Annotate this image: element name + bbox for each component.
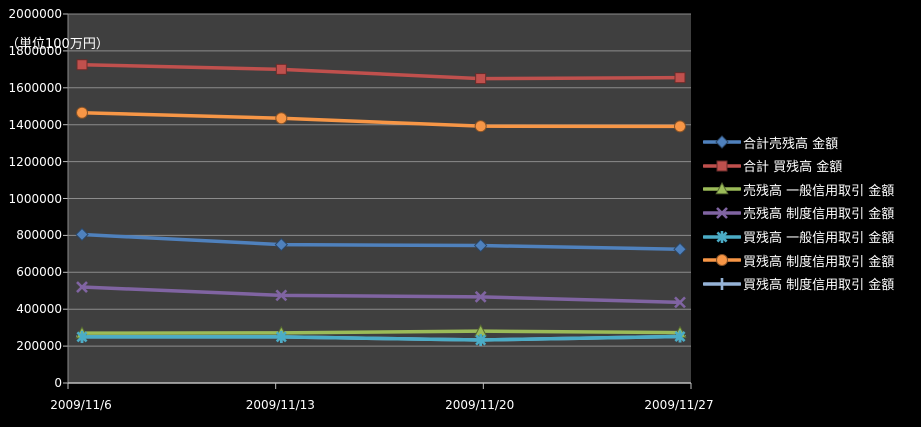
marker-square xyxy=(716,160,728,172)
legend-item: 合計売残高 金額 xyxy=(703,130,838,154)
legend-item: 売残高 一般信用取引 金額 xyxy=(703,177,894,201)
legend-item: 売残高 制度信用取引 金額 xyxy=(703,201,894,225)
legend-item-label: 売残高 制度信用取引 金額 xyxy=(743,207,895,223)
marker-x xyxy=(76,281,88,293)
y-axis-tick-label: 1800000 xyxy=(8,43,62,58)
legend-item-label: 合計売残高 金額 xyxy=(743,136,839,152)
series-line xyxy=(80,62,682,81)
y-axis-tick-label: 1000000 xyxy=(8,191,62,206)
y-axis-tick-label: 200000 xyxy=(16,339,62,354)
marker-circle xyxy=(716,254,728,267)
marker-x xyxy=(716,207,728,219)
y-axis-tick-label: 1400000 xyxy=(8,117,62,132)
marker-x xyxy=(275,289,288,302)
series-line xyxy=(80,110,682,129)
legend-marker-x-icon xyxy=(703,207,741,219)
y-axis-tick-label: 400000 xyxy=(16,302,62,317)
y-axis-tick-label: 1200000 xyxy=(8,154,62,169)
x-axis-tick-label: 2009/11/13 xyxy=(245,398,315,412)
y-axis-unit-label: （単位100万円） xyxy=(6,37,109,52)
legend-item: 買残高 一般信用取引 金額 xyxy=(703,225,894,249)
series-line xyxy=(80,334,682,342)
legend-marker-square-icon xyxy=(703,160,741,172)
y-axis-tick-label: 1600000 xyxy=(8,80,62,95)
y-axis-tick-label: 600000 xyxy=(16,265,62,280)
series-line xyxy=(80,285,682,305)
marker-diamond xyxy=(75,227,89,242)
x-axis-tick-label: 2009/11/20 xyxy=(445,398,515,412)
series-line xyxy=(80,329,682,335)
legend-item-label: 売残高 一般信用取引 金額 xyxy=(743,183,895,199)
marker-circle xyxy=(674,120,686,133)
legend-item-label: 買残高 制度信用取引 金額 xyxy=(743,278,895,294)
marker-diamond xyxy=(673,242,687,256)
x-axis-tick-label: 2009/11/27 xyxy=(644,398,714,412)
y-axis-tick-label: 0 xyxy=(54,376,62,390)
legend-item-label: 買残高 制度信用取引 金額 xyxy=(743,254,895,270)
legend-item-label: 買残高 一般信用取引 金額 xyxy=(743,231,895,247)
marker-triangle xyxy=(715,182,729,195)
marker-square xyxy=(275,63,287,75)
marker-square xyxy=(475,73,487,85)
legend-marker-circle-icon xyxy=(703,254,741,267)
legend-item: 買残高 制度信用取引 金額 xyxy=(703,248,894,272)
legend-marker-plus-icon xyxy=(703,277,741,290)
legend-marker-asterisk-icon xyxy=(703,230,741,243)
legend-item: 買残高 制度信用取引 金額 xyxy=(703,272,894,296)
legend-item: 合計 買残高 金額 xyxy=(703,154,842,178)
marker-diamond xyxy=(715,135,729,149)
marker-circle xyxy=(76,106,88,119)
marker-square xyxy=(76,59,88,71)
legend-marker-diamond-icon xyxy=(703,135,741,149)
legend-marker-triangle-icon xyxy=(703,182,741,195)
marker-diamond xyxy=(473,238,488,253)
x-axis-tick-label: 2009/11/6 xyxy=(50,398,112,412)
marker-square xyxy=(674,72,686,84)
marker-diamond xyxy=(274,237,289,252)
y-axis-tick-label: 800000 xyxy=(16,228,62,243)
series-line xyxy=(80,232,682,251)
marker-circle xyxy=(474,120,487,133)
marker-circle xyxy=(275,112,288,125)
marker-x xyxy=(674,296,686,309)
marker-x xyxy=(474,290,487,303)
legend-item-label: 合計 買残高 金額 xyxy=(743,160,843,176)
y-axis-tick-label: 2000000 xyxy=(8,7,62,21)
